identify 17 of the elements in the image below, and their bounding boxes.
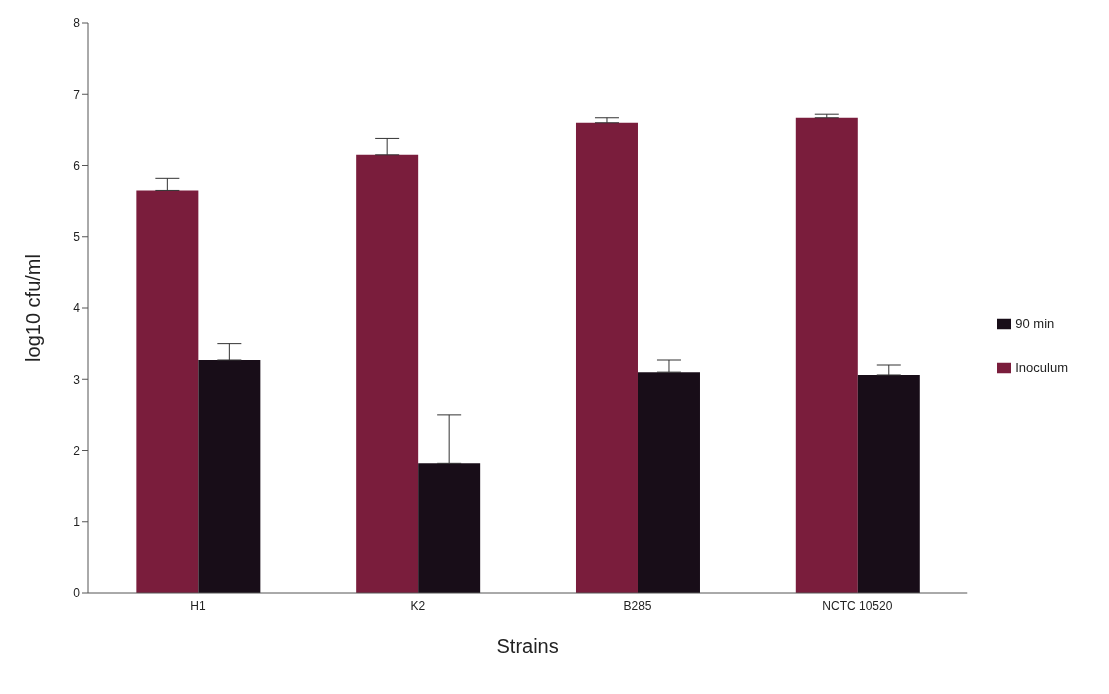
y-tick-label: 6 [73, 158, 81, 173]
y-axis-title: log10 cfu/ml [22, 254, 45, 362]
y-tick-label: 0 [73, 586, 81, 601]
y-tick-label: 5 [73, 230, 81, 245]
legend-label: Inoculum [1015, 359, 1068, 375]
y-tick-label: 4 [73, 301, 81, 316]
x-tick-label: K2 [410, 598, 426, 613]
y-tick-label: 7 [73, 87, 81, 102]
x-tick-label: H1 [190, 598, 206, 613]
y-tick-label: 2 [73, 443, 81, 458]
x-tick-label: NCTC 10520 [822, 598, 893, 613]
legend-label: 90 min [1015, 315, 1055, 331]
y-tick-label: 1 [73, 515, 81, 530]
x-tick-label: B285 [623, 598, 652, 613]
y-tick-label: 8 [73, 16, 81, 31]
x-axis-title: Strains [496, 635, 559, 657]
y-tick-label: 3 [73, 372, 81, 387]
